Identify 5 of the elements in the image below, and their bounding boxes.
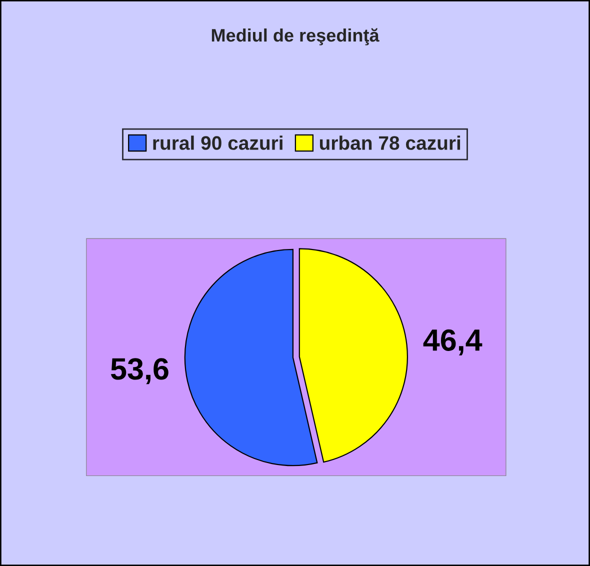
data-label: 46,4	[423, 329, 482, 356]
legend-label: rural 90 cazuri	[153, 136, 282, 150]
legend-label: urban 78 cazuri	[320, 136, 460, 150]
chart-title: Mediul de reşedinţă	[212, 28, 380, 46]
data-label: 53,6	[110, 358, 168, 384]
